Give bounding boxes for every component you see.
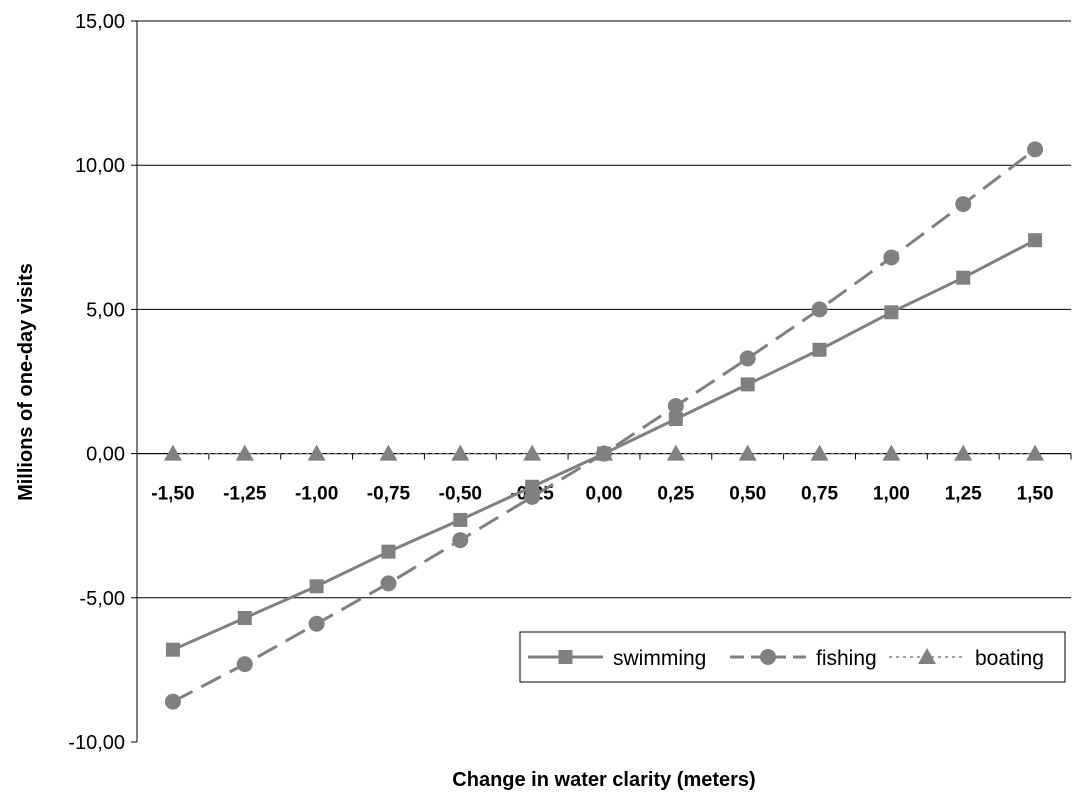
legend-label-boating: boating: [975, 647, 1044, 670]
circle-marker: [524, 488, 541, 505]
square-marker: [884, 305, 899, 320]
x-tick-label: -1,25: [223, 484, 267, 505]
triangle-marker: [738, 444, 757, 461]
x-tick-label: 1,00: [873, 484, 910, 505]
x-tick-label: 1,25: [945, 484, 982, 505]
x-axis-title: Change in water clarity (meters): [452, 769, 755, 791]
y-tick-label: -5,00: [79, 588, 125, 610]
legend-box: [519, 631, 1066, 683]
square-marker: [309, 579, 324, 594]
triangle-marker: [379, 444, 398, 461]
square-marker: [1028, 233, 1043, 248]
triangle-marker: [882, 444, 901, 461]
triangle-marker: [307, 444, 326, 461]
triangle-marker: [235, 444, 254, 461]
legend-label-swimming: swimming: [613, 647, 706, 670]
y-axis-title: Millions of one-day visits: [15, 263, 37, 501]
square-marker: [381, 544, 396, 559]
square-marker: [237, 610, 252, 625]
x-tick-label: -1,50: [151, 484, 194, 505]
circle-marker: [452, 532, 469, 549]
y-tick-label: 5,00: [86, 299, 125, 321]
series-line-fishing: [172, 148, 1036, 703]
series-group: [163, 141, 1045, 710]
triangle-marker: [523, 444, 542, 461]
square-marker: [812, 342, 827, 357]
circle-marker: [164, 693, 181, 710]
series-boating: [163, 444, 1045, 461]
circle-marker: [236, 656, 253, 673]
series-fishing: [164, 141, 1044, 710]
triangle-marker: [595, 444, 613, 461]
y-tick-labels: -10,00 -5,00 0,00 5,00 10,00 15,00: [68, 11, 125, 754]
legend-label-fishing: fishing: [816, 647, 877, 670]
gridlines: [137, 20, 1071, 599]
circle-marker: [811, 301, 828, 318]
circle-marker: [667, 398, 684, 415]
square-marker: [558, 650, 573, 664]
square-marker: [165, 642, 180, 657]
x-tick-label: 0,50: [729, 484, 766, 505]
square-marker: [668, 411, 683, 426]
circle-marker: [883, 249, 900, 266]
circle-marker: [955, 196, 972, 213]
triangle-marker: [918, 648, 936, 664]
square-marker: [453, 512, 468, 527]
circle-marker: [739, 350, 756, 367]
circle-marker: [308, 615, 325, 632]
circle-marker: [760, 649, 776, 665]
y-tick-label: 15,00: [75, 11, 125, 33]
square-marker: [956, 270, 971, 285]
x-tick-label: 0,75: [801, 484, 838, 505]
x-tick-label: 0,00: [586, 484, 623, 505]
x-tick-label: 0,25: [657, 484, 694, 505]
square-marker: [740, 377, 755, 392]
y-tick-label: 0,00: [86, 444, 125, 466]
x-tick-label: 1,50: [1017, 484, 1054, 505]
circle-marker: [380, 575, 397, 592]
y-tick-label: -10,00: [68, 732, 125, 754]
triangle-marker: [810, 444, 829, 461]
x-tick-label: -0,75: [367, 484, 411, 505]
x-tick-label: -0,50: [439, 484, 482, 505]
circle-marker: [1027, 141, 1044, 158]
triangle-marker: [666, 444, 685, 461]
triangle-marker: [451, 444, 470, 461]
triangle-marker: [163, 444, 182, 461]
triangle-marker: [954, 444, 973, 461]
triangle-marker: [1026, 444, 1045, 461]
x-tick-labels: -1,50-1,25-1,00-0,75-0,50-0,250,000,250,…: [151, 484, 1053, 505]
legend: swimming fishing boating: [519, 631, 1066, 683]
y-tick-label: 10,00: [75, 155, 125, 177]
x-tick-label: -1,00: [295, 484, 338, 505]
